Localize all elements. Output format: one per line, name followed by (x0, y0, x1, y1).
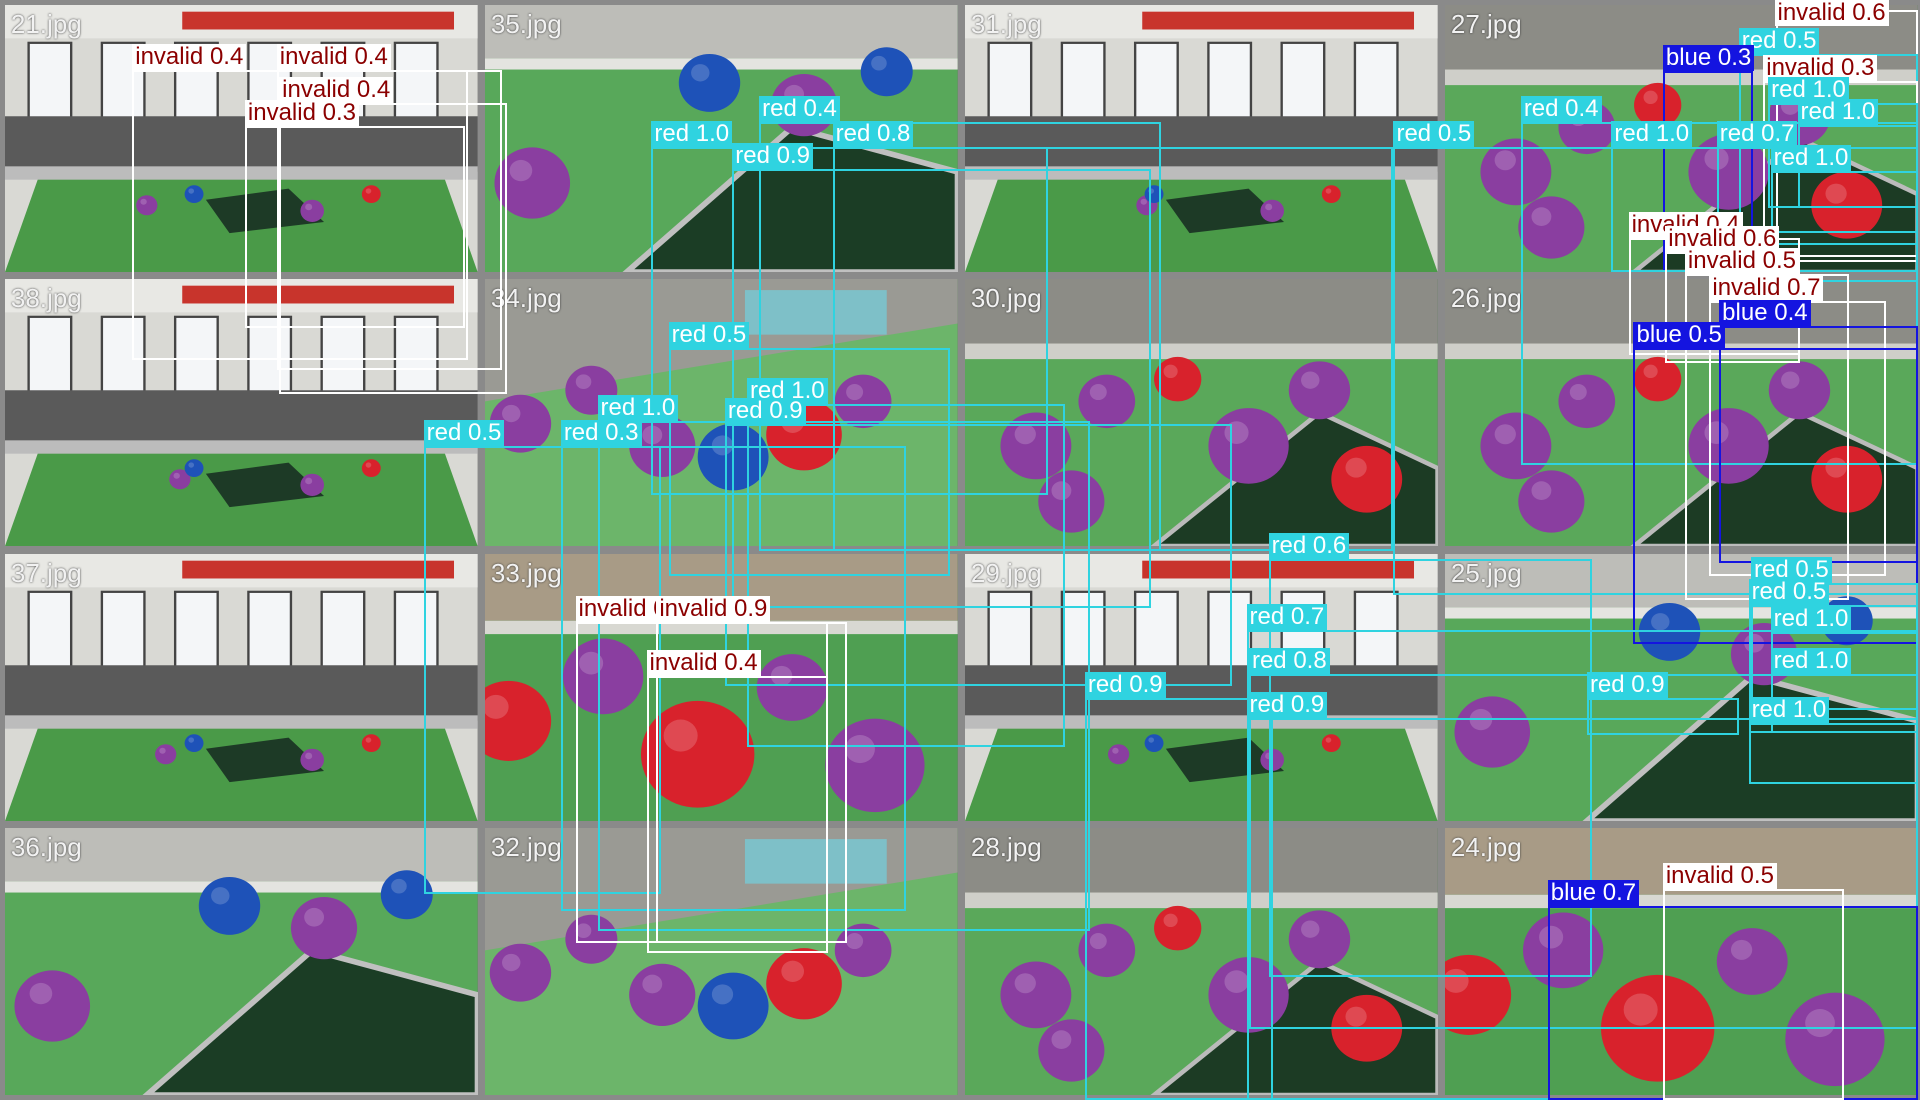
image-tile: 35.jpg (484, 4, 958, 272)
tile-filename: 34.jpg (490, 283, 562, 314)
image-tile: 21.jpg (4, 4, 478, 272)
tile-filename: 28.jpg (970, 832, 1042, 863)
tile-filename: 32.jpg (490, 832, 562, 863)
tile-filename: 25.jpg (1450, 557, 1522, 588)
image-tile: 31.jpg (964, 4, 1438, 272)
image-tile: 29.jpg (964, 553, 1438, 821)
image-tile: 28.jpg (964, 828, 1438, 1096)
image-tile: 27.jpg (1444, 4, 1918, 272)
image-tile: 26.jpg (1444, 279, 1918, 547)
tile-photo (484, 279, 958, 547)
tile-filename: 33.jpg (490, 557, 562, 588)
tile-photo (484, 4, 958, 272)
tile-filename: 29.jpg (970, 557, 1042, 588)
tile-photo (4, 279, 478, 547)
tile-filename: 30.jpg (970, 283, 1042, 314)
tile-filename: 21.jpg (10, 8, 82, 39)
image-tile: 30.jpg (964, 279, 1438, 547)
tile-filename: 36.jpg (10, 832, 82, 863)
image-tile: 33.jpg (484, 553, 958, 821)
tile-photo (4, 553, 478, 821)
tile-photo (4, 4, 478, 272)
tile-photo (1444, 279, 1918, 547)
image-tile: 24.jpg (1444, 828, 1918, 1096)
tile-filename: 27.jpg (1450, 8, 1522, 39)
tile-photo (1444, 4, 1918, 272)
tile-filename: 26.jpg (1450, 283, 1522, 314)
tile-photo (4, 828, 478, 1096)
image-tile: 36.jpg (4, 828, 478, 1096)
tile-filename: 38.jpg (10, 283, 82, 314)
tile-photo (964, 553, 1438, 821)
tile-filename: 35.jpg (490, 8, 562, 39)
image-tile: 34.jpg (484, 279, 958, 547)
tile-photo (484, 828, 958, 1096)
tile-photo (964, 279, 1438, 547)
image-tile: 38.jpg (4, 279, 478, 547)
tile-photo (964, 828, 1438, 1096)
tile-photo (484, 553, 958, 821)
tile-photo (1444, 553, 1918, 821)
image-tile: 37.jpg (4, 553, 478, 821)
image-tile: 32.jpg (484, 828, 958, 1096)
tile-filename: 31.jpg (970, 8, 1042, 39)
tile-photo (1444, 828, 1918, 1096)
image-tile: 25.jpg (1444, 553, 1918, 821)
tile-filename: 37.jpg (10, 557, 82, 588)
tile-photo (964, 4, 1438, 272)
tile-filename: 24.jpg (1450, 832, 1522, 863)
